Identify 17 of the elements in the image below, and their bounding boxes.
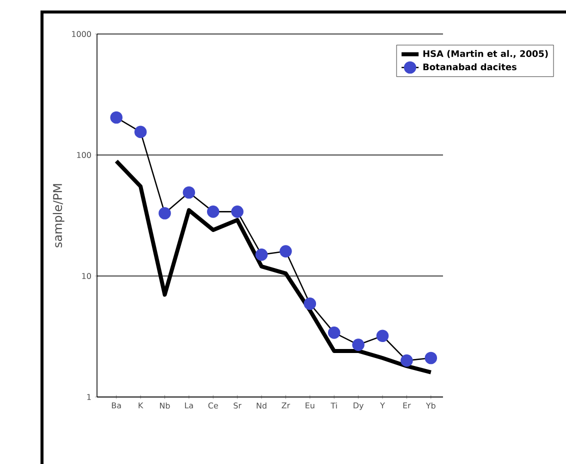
point — [134, 126, 147, 138]
y-axis-title: sample/PM — [52, 184, 64, 248]
point — [206, 206, 220, 218]
point — [158, 207, 171, 220]
point — [255, 248, 268, 261]
point — [400, 354, 413, 367]
point — [182, 186, 196, 199]
point — [376, 330, 389, 342]
point — [304, 298, 316, 310]
point — [231, 206, 244, 218]
point — [352, 338, 364, 351]
legend-label: Botanabad dacites — [423, 63, 516, 70]
point — [110, 111, 123, 124]
legend-label: HSA (Martin et al., 2005) — [423, 50, 548, 58]
point — [328, 326, 340, 339]
point — [280, 245, 292, 258]
point — [424, 352, 438, 364]
